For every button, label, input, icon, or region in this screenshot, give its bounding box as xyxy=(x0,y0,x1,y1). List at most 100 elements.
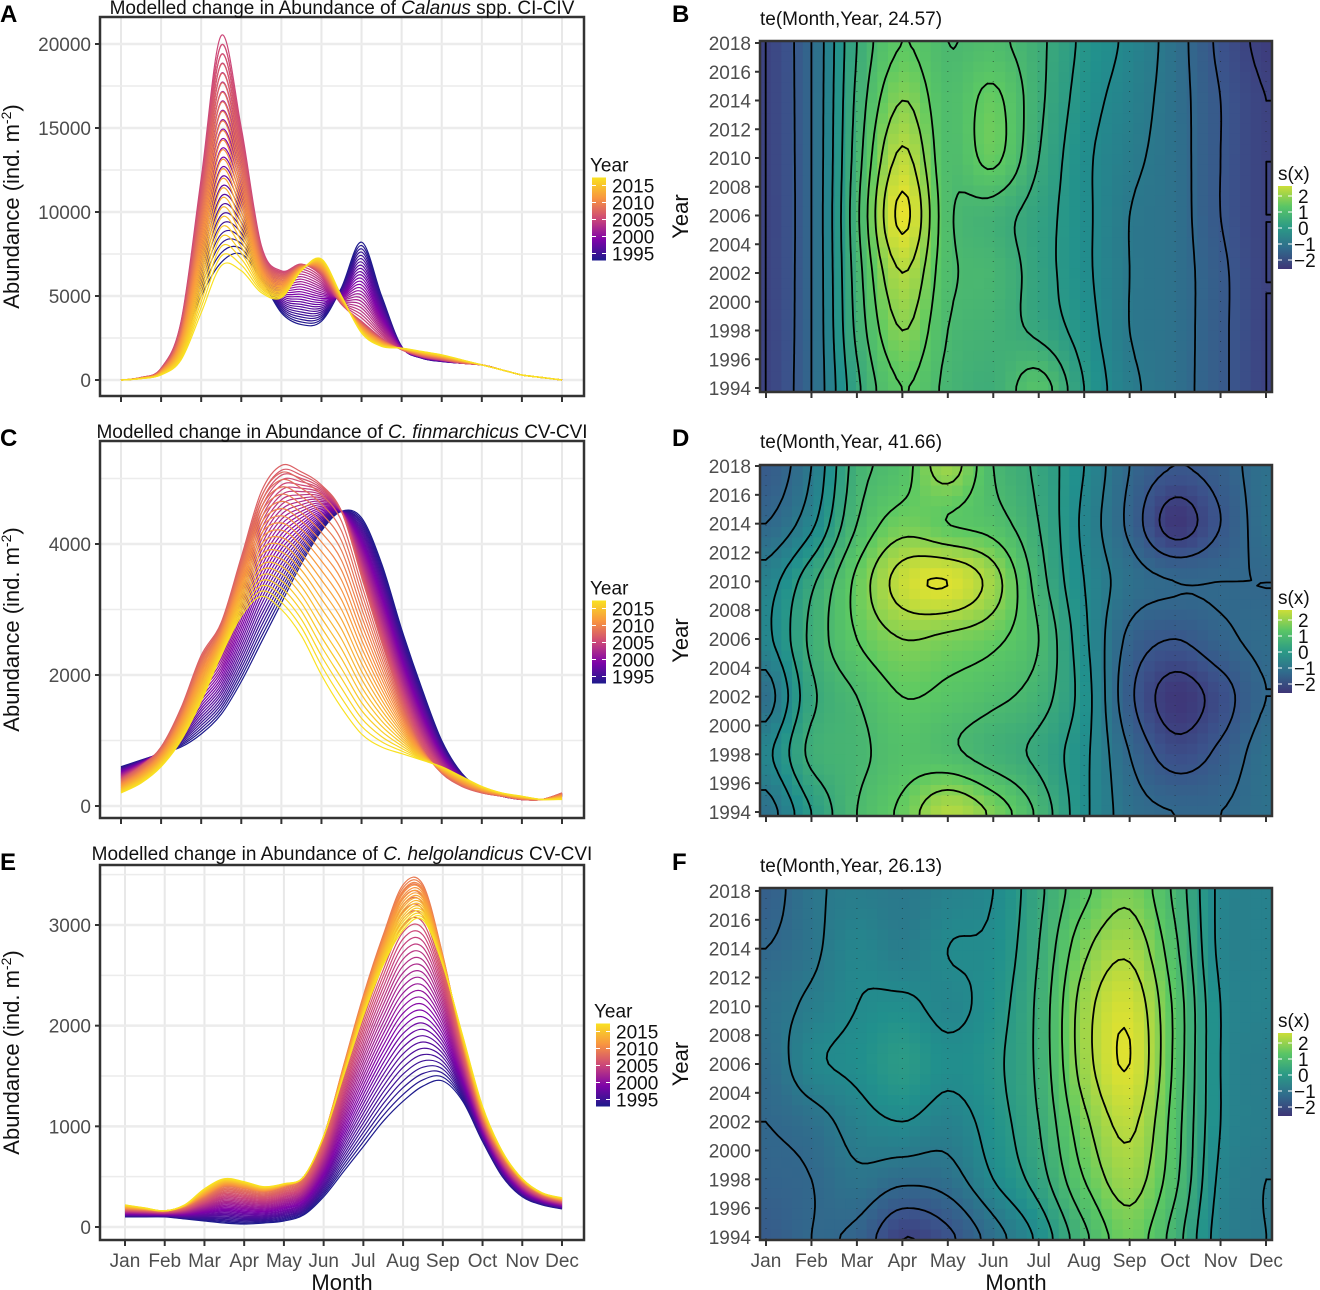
y-label-sup: -2 xyxy=(0,534,14,547)
heatmap-cell xyxy=(1144,547,1156,559)
heatmap-cell xyxy=(909,888,921,899)
heatmap-cell xyxy=(1229,754,1241,765)
heatmap-cell xyxy=(1048,898,1060,910)
heatmap-cell xyxy=(1069,237,1081,248)
legend-label: 2005 xyxy=(612,211,654,232)
heatmap-cell xyxy=(952,805,964,817)
heatmap-cell xyxy=(1037,692,1049,703)
heatmap-cell xyxy=(781,619,793,631)
heatmap-cell xyxy=(1101,496,1113,507)
heatmap-cell xyxy=(770,950,782,962)
heatmap-cell xyxy=(1122,133,1134,145)
heatmap-cell xyxy=(1026,692,1038,703)
heatmap-cell xyxy=(898,51,910,63)
heatmap-cell xyxy=(920,309,932,321)
heatmap-cell xyxy=(1154,123,1166,135)
heatmap-cell xyxy=(856,1043,868,1055)
heatmap-cell xyxy=(1080,82,1092,94)
heatmap-cell xyxy=(1069,257,1081,269)
heatmap-cell xyxy=(1080,1064,1092,1075)
heatmap-cell xyxy=(1197,599,1209,611)
heatmap-cell xyxy=(888,1032,900,1044)
heatmap-cell xyxy=(1016,237,1028,248)
heatmap-cell xyxy=(1165,619,1177,631)
legend-label: 1995 xyxy=(612,668,654,689)
heatmap-cell xyxy=(845,1105,857,1117)
y-label-sup: -2 xyxy=(0,111,14,124)
heatmap-cell xyxy=(802,568,814,580)
heatmap-cell xyxy=(1186,164,1198,176)
y-tick-label: 2000 xyxy=(49,666,91,687)
heatmap-cell xyxy=(888,702,900,714)
heatmap-cell xyxy=(1133,485,1145,497)
heatmap-cell xyxy=(1090,175,1102,187)
heatmap-cell xyxy=(1261,991,1273,1003)
heatmap-cell xyxy=(1048,991,1060,1003)
heatmap-cell xyxy=(866,82,878,94)
heatmap-cell xyxy=(994,371,1006,383)
heatmap-cell xyxy=(1165,1001,1177,1013)
heatmap-cell xyxy=(1048,516,1060,528)
heatmap-cell xyxy=(877,226,889,238)
heatmap-cell xyxy=(898,1084,910,1096)
heatmap-cell xyxy=(930,981,942,993)
heatmap-cell xyxy=(1026,506,1038,518)
heatmap-cell xyxy=(1080,908,1092,920)
heatmap-cell xyxy=(1016,1043,1028,1055)
heatmap-cell xyxy=(813,1074,825,1086)
y-tick-label: 15000 xyxy=(38,119,91,140)
heatmap-cell xyxy=(984,712,996,724)
heatmap-cell xyxy=(813,123,825,135)
y-tick-label: 2000 xyxy=(49,1017,91,1038)
heatmap-cell xyxy=(984,723,996,734)
heatmap-cell xyxy=(824,661,836,672)
heatmap-cell xyxy=(1101,506,1113,518)
heatmap-cell xyxy=(813,41,825,52)
heatmap-cell xyxy=(952,92,964,104)
heatmap-cell xyxy=(802,599,814,611)
y-tick-label: 2004 xyxy=(709,235,752,256)
legend-label: 2015 xyxy=(616,1023,658,1044)
heatmap-cell xyxy=(1144,340,1156,352)
heatmap-cell xyxy=(984,92,996,104)
heatmap-cell xyxy=(1144,970,1156,982)
heatmap-cell xyxy=(1208,795,1220,807)
heatmap-cell xyxy=(1218,599,1230,611)
heatmap-cell xyxy=(1005,133,1017,145)
x-tick-label: Aug xyxy=(386,1251,420,1272)
heatmap-cell xyxy=(1005,960,1017,972)
heatmap-cell xyxy=(1069,733,1081,745)
heatmap-cell xyxy=(770,51,782,63)
heatmap-cell xyxy=(909,123,921,135)
heatmap-cell xyxy=(856,226,868,238)
heatmap-cell xyxy=(930,692,942,703)
heatmap-cell xyxy=(1240,299,1252,310)
heatmap-cell xyxy=(1154,475,1166,487)
heatmap-cell xyxy=(1240,599,1252,611)
heatmap-cell xyxy=(877,991,889,1003)
heatmap-cell xyxy=(1037,361,1049,372)
heatmap-cell xyxy=(845,1095,857,1107)
heatmap-cell xyxy=(1261,1126,1273,1138)
heatmap-cell xyxy=(1058,123,1070,135)
heatmap-cell xyxy=(941,309,953,321)
heatmap-cell xyxy=(781,82,793,94)
heatmap-cell xyxy=(994,898,1006,910)
heatmap-cell xyxy=(1101,939,1113,951)
heatmap-cell xyxy=(856,754,868,765)
heatmap-cell xyxy=(1112,991,1124,1003)
heatmap-cell xyxy=(984,195,996,207)
heatmap-cell xyxy=(1261,774,1273,786)
heatmap-cell xyxy=(888,371,900,383)
heatmap-cell xyxy=(1197,154,1209,166)
heatmap-cell xyxy=(920,1043,932,1055)
heatmap-cell xyxy=(994,1012,1006,1024)
heatmap-cell xyxy=(1218,123,1230,135)
heatmap-cell xyxy=(898,319,910,331)
heatmap-cell xyxy=(994,919,1006,931)
heatmap-cell xyxy=(1048,599,1060,611)
heatmap-cell xyxy=(962,496,974,507)
heatmap-cell xyxy=(1197,309,1209,321)
heatmap-cell xyxy=(1122,206,1134,218)
heatmap-cell xyxy=(1069,61,1081,73)
